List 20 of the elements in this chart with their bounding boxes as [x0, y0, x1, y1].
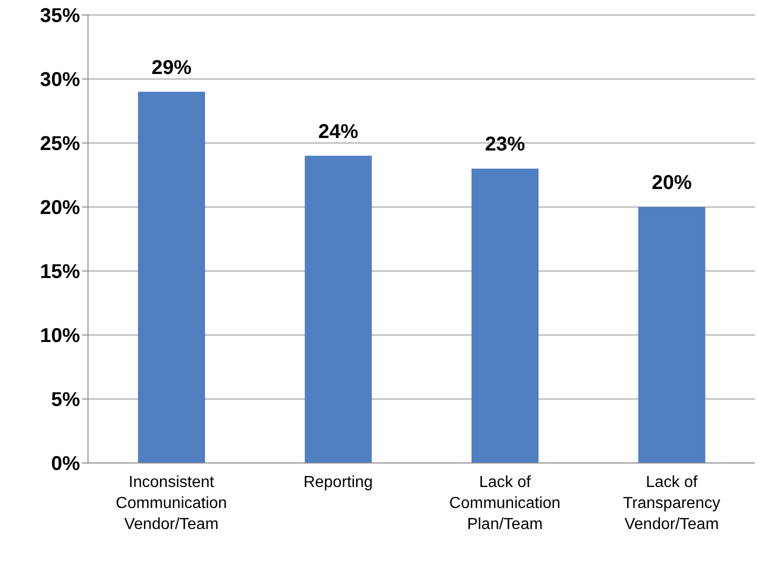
y-tick-label: 25% [40, 133, 80, 156]
x-tick-label: Lack of Communication Plan/Team [449, 474, 560, 533]
y-tick-label: 0% [51, 453, 80, 476]
x-tick-label: Lack of Transparency Vendor/Team [623, 474, 720, 533]
y-tick-label: 5% [51, 389, 80, 412]
y-tick-label: 35% [40, 5, 80, 28]
y-tick-label: 15% [40, 261, 80, 284]
data-label: 29% [152, 56, 192, 79]
y-tick-label: 10% [40, 325, 80, 348]
bar [472, 168, 539, 463]
x-tick-label: Reporting [303, 474, 373, 491]
bar [638, 207, 706, 463]
x-tick-label: Inconsistent Communication Vendor/Team [116, 474, 227, 533]
data-label: 20% [652, 172, 692, 194]
data-label: 23% [485, 134, 526, 156]
data-label: 24% [318, 120, 359, 143]
bar [138, 92, 206, 463]
y-tick-label: 20% [40, 197, 80, 220]
y-tick-label: 30% [40, 69, 80, 92]
bar [304, 156, 372, 463]
